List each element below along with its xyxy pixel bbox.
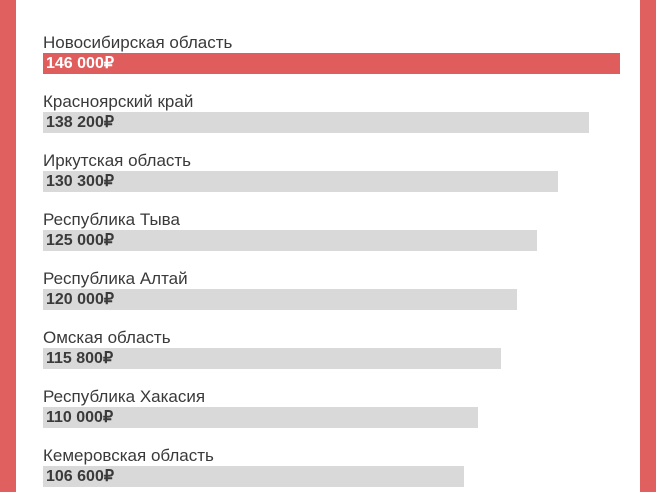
category-label: Иркутская область xyxy=(43,151,192,170)
category-label: Омская область xyxy=(43,328,171,347)
category-label: Республика Алтай xyxy=(43,269,188,288)
category-label: Кемеровская область xyxy=(43,446,214,465)
bar-row: Республика Алтай 120 000₽ xyxy=(43,269,620,310)
bar: 106 600₽ xyxy=(43,466,465,487)
value-label: 138 200₽ xyxy=(46,114,115,131)
bar: 120 000₽ xyxy=(43,289,518,310)
bar-row: Новосибирская область 146 000₽ xyxy=(43,33,620,74)
bar: 115 800₽ xyxy=(43,348,501,369)
category-label: Республика Хакасия xyxy=(43,387,206,406)
bar-row: Республика Тыва 125 000₽ xyxy=(43,210,620,251)
bar-row: Кемеровская область 106 600₽ xyxy=(43,446,620,487)
category-label: Новосибирская область xyxy=(43,33,233,52)
bar: 138 200₽ xyxy=(43,112,590,133)
bar: 130 300₽ xyxy=(43,171,558,192)
bar-row: Иркутская область 130 300₽ xyxy=(43,151,620,192)
value-label: 125 000₽ xyxy=(46,232,115,249)
bar-row: Республика Хакасия 110 000₽ xyxy=(43,387,620,428)
bar: 110 000₽ xyxy=(43,407,478,428)
category-label: Республика Тыва xyxy=(43,210,180,229)
value-label: 115 800₽ xyxy=(46,350,114,367)
value-label: 130 300₽ xyxy=(46,173,115,190)
bar-row: Красноярский край 138 200₽ xyxy=(43,92,620,133)
value-label: 110 000₽ xyxy=(46,409,114,426)
category-label: Красноярский край xyxy=(43,92,194,111)
bar-row: Омская область 115 800₽ xyxy=(43,328,620,369)
value-label: 146 000₽ xyxy=(46,55,115,72)
bar: 125 000₽ xyxy=(43,230,537,251)
chart-panel: Новосибирская область 146 000₽ Красноярски… xyxy=(16,0,640,492)
bar: 146 000₽ xyxy=(43,53,620,74)
value-label: 106 600₽ xyxy=(46,468,115,485)
value-label: 120 000₽ xyxy=(46,291,115,308)
